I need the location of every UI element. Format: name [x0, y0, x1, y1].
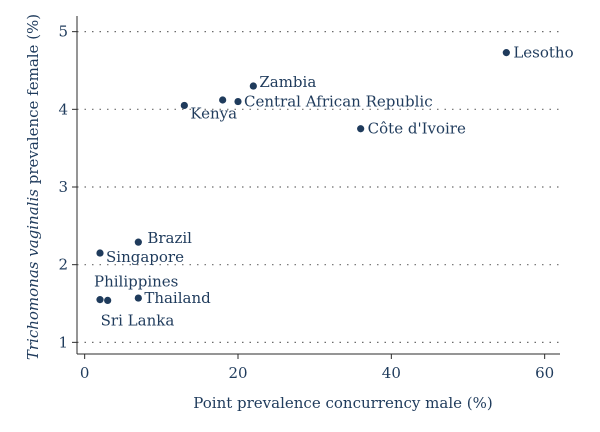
grid-layer: [77, 31, 560, 343]
x-tick-label-0: 0: [80, 364, 90, 382]
point-kenya-4: [180, 101, 188, 110]
point-label-thailand: Thailand: [144, 289, 211, 307]
point-label-lesotho: Lesotho: [513, 44, 573, 62]
point-label-c-te-d-ivoire: Côte d'Ivoire: [368, 120, 466, 138]
point-singapore-7: [96, 249, 104, 257]
point-c-te-d-ivoire-5: [357, 125, 365, 133]
point-label-brazil: Brazil: [147, 229, 192, 247]
point-label-kenya: Kenya: [190, 104, 237, 122]
point-sri-lanka-9: [104, 296, 112, 305]
y-tick-label-2: 2: [58, 256, 68, 274]
x-tick-label-60: 60: [535, 364, 554, 382]
point-zambia-1: [249, 82, 257, 90]
axes-layer: 1 2 3 4 5 0 20 40 60: [58, 16, 560, 382]
point-label-central-african-republic: Central African Republic: [244, 93, 433, 111]
point-label-singapore: Singapore: [106, 248, 184, 266]
y-axis-title-italic: Trichomonas vaginalis: [24, 189, 42, 360]
y-axis-title-rest: prevalence female (%): [24, 14, 42, 189]
y-tick-label-1: 1: [58, 333, 68, 351]
x-tick-label-20: 20: [228, 364, 247, 382]
point-label-sri-lanka: Sri Lanka: [101, 311, 175, 329]
point-label-philippines: Philippines: [94, 273, 178, 291]
y-tick-label-5: 5: [58, 23, 68, 41]
point-philippines-8: [96, 296, 104, 304]
y-axis-title: Trichomonas vaginalis prevalence female …: [24, 14, 42, 360]
points-layer: [96, 49, 510, 305]
labels-layer: Lesotho Zambia Central African Republic Ken…: [94, 44, 574, 330]
point-lesotho-0: [502, 49, 510, 57]
y-tick-label-4: 4: [58, 100, 68, 118]
x-axis-title: Point prevalence concurrency male (%): [193, 394, 492, 412]
point-thailand-10: [134, 294, 142, 302]
x-tick-label-40: 40: [382, 364, 401, 382]
point-unlabeled-3: [219, 96, 227, 104]
point-central-african-republic-2: [234, 97, 242, 106]
point-label-zambia: Zambia: [259, 73, 316, 91]
point-brazil-6: [134, 238, 142, 246]
y-tick-label-3: 3: [58, 178, 68, 196]
